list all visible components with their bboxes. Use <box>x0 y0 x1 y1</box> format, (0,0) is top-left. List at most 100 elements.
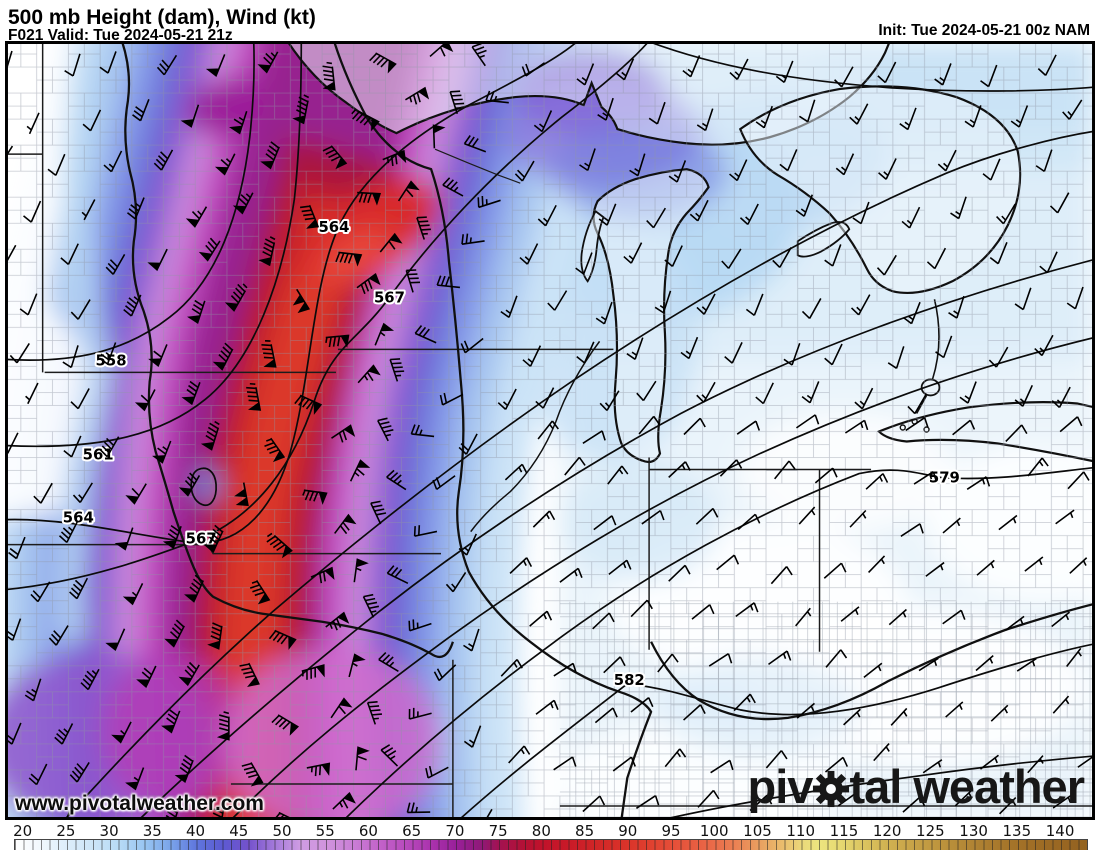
wind-barb <box>1014 385 1033 407</box>
wind-barb <box>114 527 134 551</box>
wind-barb <box>801 298 822 320</box>
wind-barb <box>900 523 924 538</box>
wind-barb <box>386 565 409 585</box>
wind-barb <box>477 195 501 209</box>
wind-barb <box>598 203 617 226</box>
wind-barb <box>509 557 533 574</box>
wind-barb <box>9 342 30 364</box>
colorbar-tick: 130 <box>959 822 988 840</box>
wind-barb <box>54 723 74 745</box>
wind-barb <box>913 470 938 485</box>
colorbar-tick: 115 <box>829 822 859 840</box>
wind-barb <box>461 233 485 245</box>
wind-barb <box>80 668 100 691</box>
wind-barb <box>629 153 646 177</box>
wind-barb <box>366 701 383 725</box>
wind-barb <box>271 714 300 736</box>
wind-barb <box>772 247 792 268</box>
wind-barb <box>1069 557 1088 574</box>
wind-barb <box>1024 556 1044 572</box>
wind-barb <box>261 339 277 368</box>
wind-barb <box>25 382 39 405</box>
contour-label: 567 <box>186 530 217 548</box>
wind-barb <box>950 196 967 220</box>
wind-barb <box>668 160 687 183</box>
wind-barb <box>1039 251 1058 274</box>
wind-barb <box>1035 149 1053 173</box>
wind-barb <box>1055 509 1075 525</box>
wind-barb <box>212 342 234 371</box>
wind-barb <box>408 619 432 632</box>
colorbar-tick: 135 <box>1002 822 1032 840</box>
wind-barb <box>322 61 336 91</box>
wind-barb <box>966 476 991 490</box>
wind-barb <box>405 86 430 105</box>
wind-barb <box>82 109 102 132</box>
wind-barb <box>1037 54 1057 76</box>
wind-barb <box>1027 457 1049 477</box>
wind-barb <box>33 482 53 504</box>
wind-barb <box>1014 287 1032 311</box>
wind-barb <box>982 158 1001 181</box>
wind-barb <box>147 248 168 272</box>
wind-barb <box>582 430 606 444</box>
wind-barb <box>729 159 748 182</box>
wind-barb <box>184 574 205 603</box>
colorbar-tick: 40 <box>186 822 206 840</box>
wind-barb <box>258 236 276 267</box>
wind-barb <box>207 622 223 650</box>
colorbar-tick: 75 <box>488 822 508 840</box>
colorbar-tick: 60 <box>358 822 378 840</box>
wind-barb <box>8 536 26 560</box>
colorbar-tick: 100 <box>699 822 729 840</box>
wind-barb <box>164 619 185 648</box>
wind-barb <box>597 97 614 121</box>
wind-barb <box>863 662 883 679</box>
wind-barb <box>599 390 620 412</box>
wind-barb <box>234 482 249 507</box>
wind-barb <box>918 657 939 672</box>
wind-barb <box>824 343 843 366</box>
wind-barb <box>612 756 636 772</box>
wind-barb <box>24 678 42 702</box>
colorbar-tick: 55 <box>315 822 335 840</box>
wind-barb <box>310 566 335 584</box>
wind-barb <box>850 294 871 316</box>
wind-barb <box>976 559 995 576</box>
wind-barb <box>380 744 399 767</box>
wind-barb <box>801 381 820 404</box>
wind-barb <box>239 662 260 687</box>
wind-barb <box>607 465 629 485</box>
wind-barb <box>103 150 123 173</box>
wind-barb <box>463 135 487 153</box>
wind-barb <box>355 746 370 771</box>
wind-barb <box>362 593 380 618</box>
wind-barb <box>1067 471 1090 490</box>
wind-barb <box>868 555 886 574</box>
wind-barb <box>745 293 764 316</box>
wind-barb <box>1027 755 1044 774</box>
wind-barb <box>576 341 595 364</box>
wind-barb <box>774 460 796 480</box>
wind-barb <box>180 104 200 128</box>
wind-barb <box>980 64 998 88</box>
wind-barb <box>152 440 172 464</box>
wind-barb <box>975 654 994 672</box>
wind-barb <box>356 272 381 295</box>
wind-barb <box>537 420 559 440</box>
wind-barb <box>1052 794 1073 809</box>
wind-barb <box>775 60 794 83</box>
wind-barb <box>783 343 801 366</box>
wind-barb <box>582 795 606 813</box>
wind-barb <box>849 103 869 125</box>
wind-barb <box>876 254 897 276</box>
wind-barb <box>28 763 48 786</box>
wind-barb <box>72 482 93 503</box>
wind-barb <box>593 515 617 531</box>
wind-barb <box>535 387 555 409</box>
wind-barb <box>521 62 546 77</box>
wind-barb <box>680 336 699 360</box>
colorbar-tick: 80 <box>531 822 551 840</box>
wind-barb <box>641 509 665 525</box>
wind-barb <box>922 759 943 774</box>
